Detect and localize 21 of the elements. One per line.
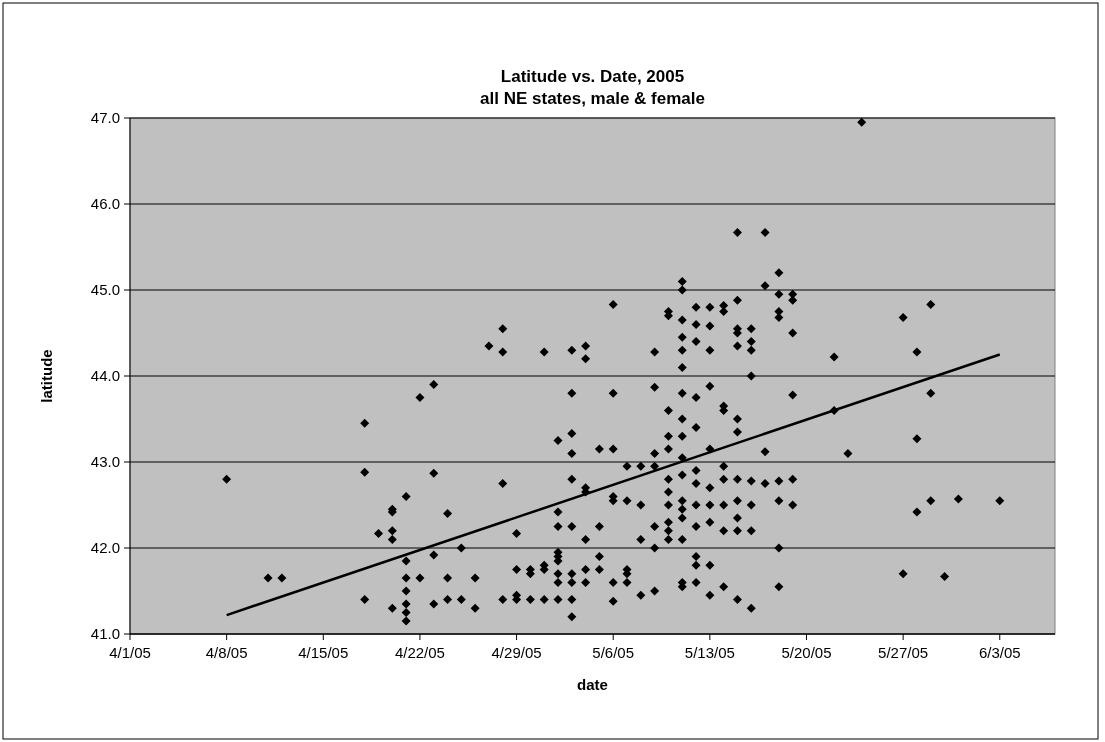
y-tick-label: 44.0 <box>90 367 120 384</box>
x-tick-label: 5/6/05 <box>592 644 635 661</box>
x-tick-label: 6/3/05 <box>978 644 1021 661</box>
x-tick-label: 4/22/05 <box>394 644 445 661</box>
x-tick-label: 5/13/05 <box>684 644 735 661</box>
x-tick-label: 5/27/05 <box>878 644 929 661</box>
y-axis-title: latitude <box>38 349 55 403</box>
y-tick-label: 43.0 <box>90 453 120 470</box>
y-tick-label: 46.0 <box>90 195 120 212</box>
x-tick-label: 4/1/05 <box>109 644 151 661</box>
y-tick-label: 42.0 <box>90 539 120 556</box>
x-tick-label: 5/20/05 <box>781 644 832 661</box>
x-tick-label: 4/15/05 <box>298 644 349 661</box>
chart-title: Latitude vs. Date, 2005 <box>500 67 685 86</box>
y-tick-label: 47.0 <box>90 109 120 126</box>
y-tick-label: 41.0 <box>90 625 120 642</box>
chart-subtitle: all NE states, male & female <box>480 89 705 108</box>
x-tick-label: 4/8/05 <box>205 644 248 661</box>
x-axis-title: date <box>577 676 608 693</box>
x-tick-label: 4/29/05 <box>491 644 542 661</box>
y-tick-label: 45.0 <box>90 281 120 298</box>
